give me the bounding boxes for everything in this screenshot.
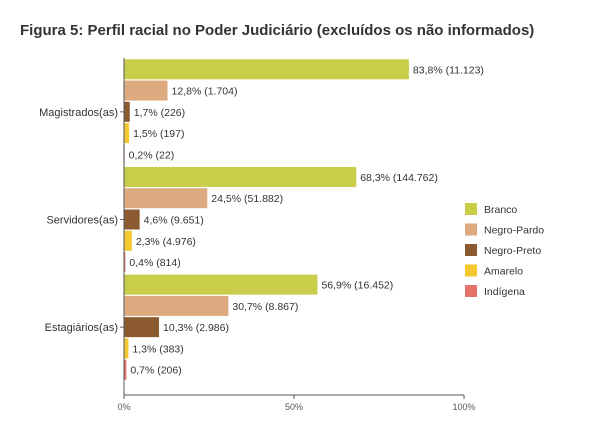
category-label-1: Servidores(as) xyxy=(46,215,118,227)
bar-0-1 xyxy=(124,80,168,101)
legend-label-4: Indígena xyxy=(484,286,525,298)
chart-title: Figura 5: Perfil racial no Poder Judiciá… xyxy=(20,22,535,39)
legend-swatch-1 xyxy=(465,223,477,236)
data-label-0-3: 1,5% (197) xyxy=(133,128,184,140)
data-label-1-2: 4,6% (9.651) xyxy=(144,215,204,227)
category-label-2: Estagiários(as) xyxy=(45,322,118,334)
legend-label-0: Branco xyxy=(484,204,517,216)
legend-swatch-2 xyxy=(465,244,477,256)
data-label-0-2: 1,7% (226) xyxy=(134,107,185,119)
bar-0-3 xyxy=(124,123,130,144)
legend-swatch-3 xyxy=(465,264,477,277)
x-tick-label-1: 50% xyxy=(285,402,303,412)
bar-1-1 xyxy=(124,188,208,209)
legend-label-2: Negro-Preto xyxy=(484,245,541,257)
data-label-0-1: 12,8% (1.704) xyxy=(172,86,238,98)
legend-swatch-4 xyxy=(465,285,477,297)
legend-label-3: Amarelo xyxy=(484,266,523,278)
data-label-1-3: 2,3% (4.976) xyxy=(136,236,196,248)
bar-2-1 xyxy=(124,295,229,316)
category-label-0: Magistrados(as) xyxy=(39,107,118,119)
legend-swatch-0 xyxy=(465,203,477,215)
bar-1-4 xyxy=(124,252,126,273)
data-label-2-3: 1,3% (383) xyxy=(132,343,183,355)
x-tick-label-0: 0% xyxy=(117,402,130,412)
data-label-2-1: 30,7% (8.867) xyxy=(232,301,298,313)
data-label-0-4: 0,2% (22) xyxy=(129,149,175,161)
bar-2-3 xyxy=(124,338,129,359)
bar-0-2 xyxy=(124,101,130,122)
bar-0-0 xyxy=(124,59,409,80)
bar-1-0 xyxy=(124,166,357,187)
x-tick-label-2: 100% xyxy=(452,402,475,412)
bar-2-2 xyxy=(124,317,160,338)
bar-2-4 xyxy=(124,359,127,380)
bar-1-2 xyxy=(124,209,140,230)
data-label-2-4: 0,7% (206) xyxy=(130,365,181,377)
data-label-2-2: 10,3% (2.986) xyxy=(163,322,229,334)
data-label-0-0: 83,8% (11.123) xyxy=(413,64,484,76)
bar-1-3 xyxy=(124,230,132,251)
data-label-2-0: 56,9% (16.452) xyxy=(321,280,393,292)
bar-2-0 xyxy=(124,274,318,295)
data-label-1-1: 24,5% (51.882) xyxy=(211,193,283,205)
data-label-1-0: 68,3% (144.762) xyxy=(360,172,438,184)
legend-label-1: Negro-Pardo xyxy=(484,225,544,237)
data-label-1-4: 0,4% (814) xyxy=(129,257,180,269)
